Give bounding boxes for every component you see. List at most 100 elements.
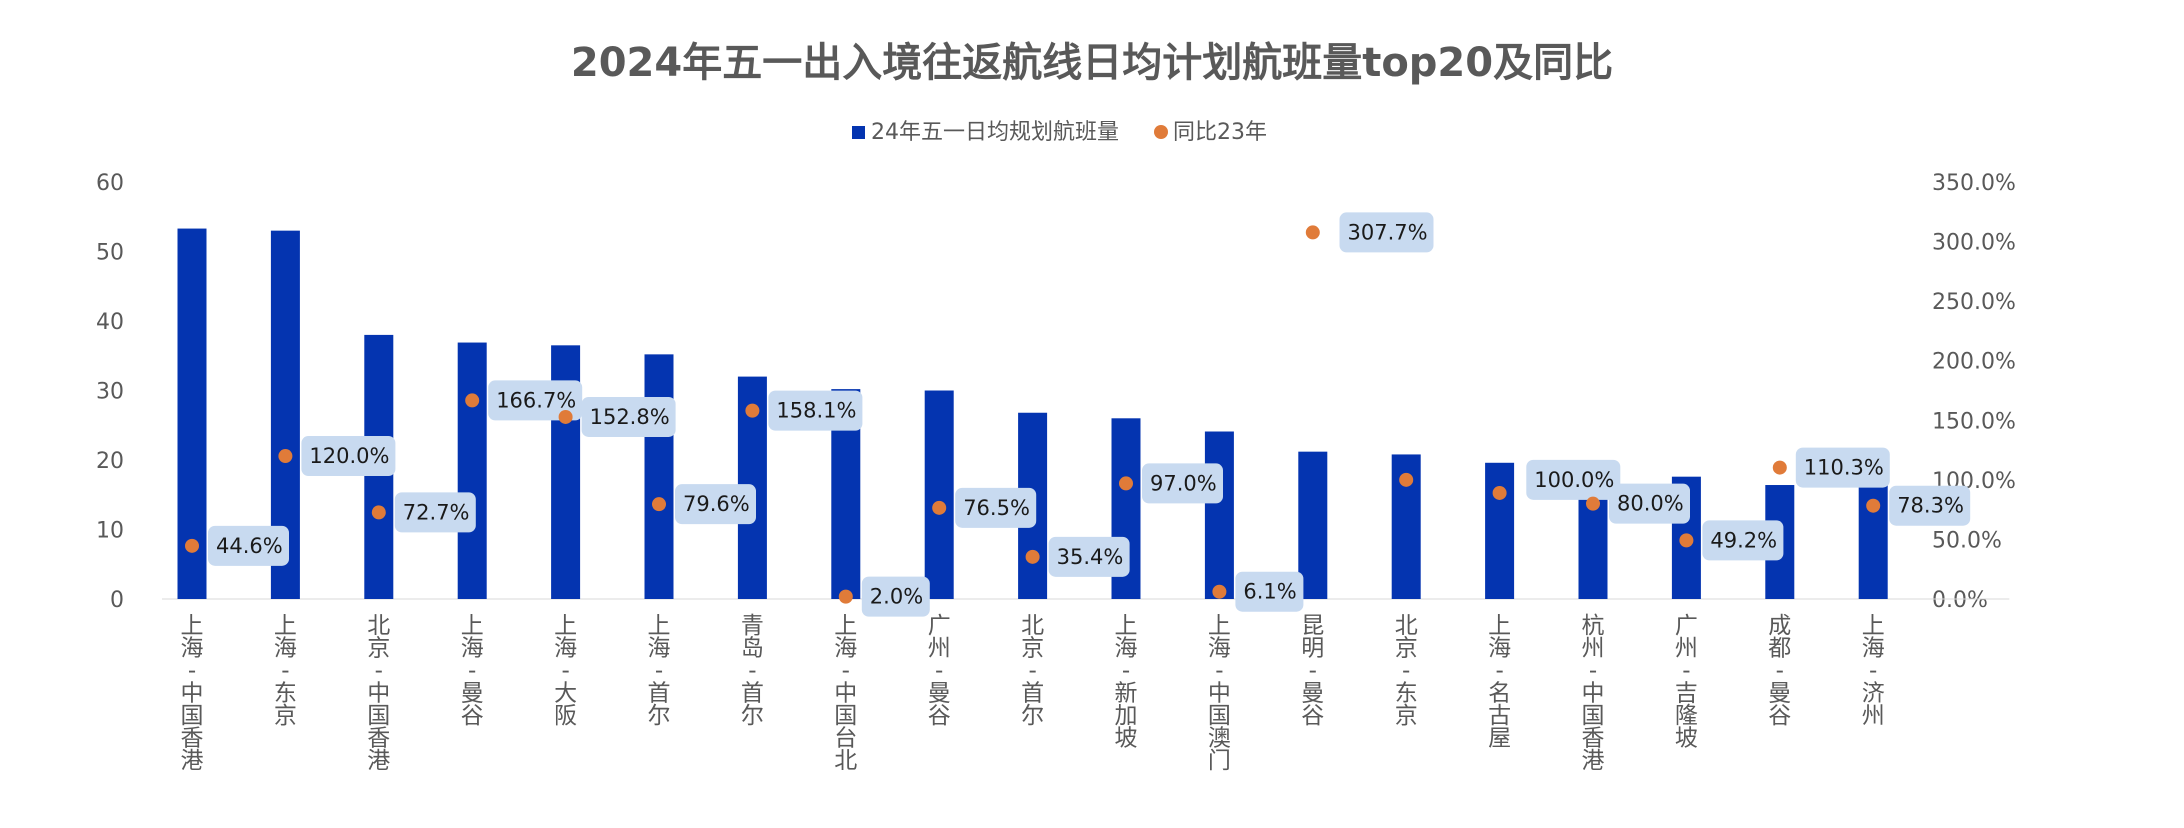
left-axis-tick-label: 20 <box>96 449 124 474</box>
right-axis-tick-label: 0.0% <box>1932 588 1988 613</box>
left-y-axis: 0 10 20 30 40 50 60 <box>96 171 124 613</box>
legend-bar-label: 24年五一日均规划航班量 <box>871 120 1119 145</box>
bar <box>1204 431 1234 599</box>
data-label-box <box>1048 536 1130 577</box>
left-axis-tick-label: 40 <box>96 310 124 335</box>
x-axis-category-label: 青岛-首尔 <box>741 613 764 729</box>
right-axis-tick-label: 150.0% <box>1932 409 2016 434</box>
x-axis-category-label: 上海-中国台北 <box>834 613 857 774</box>
data-label-box <box>208 525 289 566</box>
yoy-dot <box>185 538 199 553</box>
bar <box>177 228 207 599</box>
yoy-dot <box>1492 485 1507 500</box>
x-axis-category-label: 上海-新加坡 <box>1115 613 1138 752</box>
x-axis-category-label: 上海-曼谷 <box>461 613 484 729</box>
yoy-dot <box>1399 472 1414 487</box>
data-label: 152.8% <box>590 405 670 429</box>
data-label-box <box>1889 485 1971 526</box>
x-axis-category-label: 成都-曼谷 <box>1768 613 1791 729</box>
yoy-label-series: 44.6% 120.0% 72.7% 166.7% 152.8% 79.6% 158.1% 2… <box>208 212 1971 617</box>
x-axis-category-label: 北京-首尔 <box>1021 613 1044 729</box>
bar <box>457 342 487 599</box>
yoy-dot <box>371 505 386 520</box>
yoy-dot <box>1025 549 1040 564</box>
data-label-box <box>1795 447 1890 488</box>
yoy-dot <box>1679 533 1694 548</box>
data-label-box <box>1339 212 1434 253</box>
x-axis-category-label: 上海-中国澳门 <box>1208 613 1231 774</box>
data-label: 72.7% <box>403 500 470 524</box>
x-axis-category-label: 上海-中国香港 <box>181 613 204 774</box>
yoy-dot <box>1212 584 1227 599</box>
right-axis-tick-label: 350.0% <box>1932 171 2016 196</box>
data-label: 76.5% <box>963 496 1030 520</box>
data-label: 80.0% <box>1617 492 1684 516</box>
x-axis-category-label: 杭州-中国香港 <box>1582 613 1605 774</box>
data-label-box <box>768 390 863 431</box>
data-label: 158.1% <box>776 399 856 423</box>
x-axis-category-label: 上海-大阪 <box>554 613 577 729</box>
x-axis-category-label: 上海-东京 <box>274 613 297 729</box>
x-axis-category-label: 上海-济州 <box>1862 613 1885 729</box>
x-axis-category-label: 北京-中国香港 <box>367 613 390 774</box>
legend: 24年五一日均规划航班量 同比23年 <box>852 120 1267 145</box>
data-label: 166.7% <box>496 388 576 412</box>
yoy-dot <box>838 589 853 604</box>
bar-series <box>177 228 1888 599</box>
data-label: 307.7% <box>1348 220 1428 244</box>
data-label-box <box>1142 463 1223 504</box>
data-label: 97.0% <box>1150 471 1217 495</box>
x-axis-category-label: 广州-吉隆坡 <box>1675 613 1698 752</box>
bar <box>924 390 954 599</box>
data-label-box <box>1235 571 1304 612</box>
yoy-dot <box>745 403 760 418</box>
legend-bar-swatch <box>852 126 865 139</box>
left-axis-tick-label: 50 <box>96 241 124 266</box>
yoy-dot-series <box>185 225 1881 604</box>
yoy-dot <box>1866 498 1881 513</box>
left-axis-tick-label: 10 <box>96 519 124 544</box>
data-label: 35.4% <box>1057 545 1124 569</box>
left-axis-tick-label: 30 <box>96 380 124 405</box>
right-y-axis: 0.0%50.0%100.0%150.0%200.0%250.0%300.0%3… <box>1932 171 2016 613</box>
data-label: 6.1% <box>1243 580 1296 604</box>
data-label-box <box>955 487 1037 528</box>
data-label: 44.6% <box>216 534 283 558</box>
x-axis-category-label: 上海-首尔 <box>648 613 671 729</box>
legend-dot-swatch <box>1154 125 1168 139</box>
legend-dot-label: 同比23年 <box>1173 120 1267 145</box>
left-axis-tick-label: 60 <box>96 171 124 196</box>
right-axis-tick-label: 50.0% <box>1932 528 2002 553</box>
yoy-dot <box>465 393 480 408</box>
data-label-box <box>301 436 396 477</box>
right-axis-tick-label: 200.0% <box>1932 350 2016 375</box>
yoy-dot <box>1586 496 1600 511</box>
x-axis-category-label: 昆明-曼谷 <box>1301 613 1324 729</box>
data-label-box <box>675 484 756 525</box>
data-label-box <box>488 380 583 421</box>
yoy-dot <box>558 409 573 424</box>
data-label-box <box>394 492 476 533</box>
bar <box>1298 451 1328 599</box>
data-label: 49.2% <box>1710 528 1777 552</box>
x-axis-labels: 上海-中国香港 上海-东京 北京-中国香港 上海-曼谷 上海-大阪 上海-首尔 青岛-首尔 上… <box>181 613 1885 774</box>
right-axis-tick-label: 250.0% <box>1932 290 2016 315</box>
data-label: 100.0% <box>1534 468 1614 492</box>
yoy-dot <box>278 449 293 464</box>
data-label: 2.0% <box>870 585 923 609</box>
x-axis-category-label: 广州-曼谷 <box>928 613 951 729</box>
data-label: 120.0% <box>309 444 389 468</box>
left-axis-tick-label: 0 <box>110 588 124 613</box>
yoy-dot <box>1305 225 1320 240</box>
yoy-dot <box>1119 476 1133 491</box>
data-label: 79.6% <box>683 492 750 516</box>
right-axis-tick-label: 300.0% <box>1932 231 2016 256</box>
yoy-dot <box>652 497 666 512</box>
data-label-box <box>581 396 676 437</box>
data-label-box <box>1526 459 1621 500</box>
x-axis-category-label: 北京-东京 <box>1395 613 1418 729</box>
data-label-box <box>1702 520 1784 561</box>
x-axis-category-label: 上海-名古屋 <box>1488 613 1511 752</box>
data-label: 110.3% <box>1804 456 1884 480</box>
